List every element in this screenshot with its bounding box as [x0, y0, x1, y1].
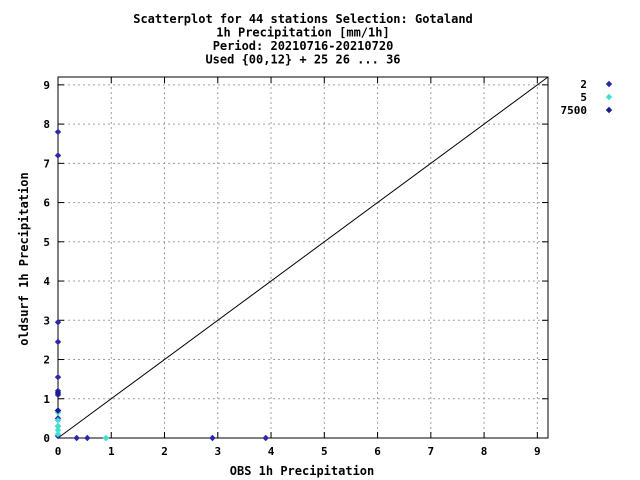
- data-point-series-2: [73, 434, 80, 442]
- x-tick-label: 0: [55, 445, 62, 458]
- y-tick-label: 6: [43, 197, 50, 210]
- y-tick-label: 3: [43, 314, 50, 327]
- x-tick-label: 7: [428, 445, 435, 458]
- data-point-series-5: [54, 430, 62, 438]
- data-point-series-5: [54, 426, 62, 434]
- reference-line: [57, 76, 549, 439]
- data-point-series-2: [209, 434, 216, 442]
- data-point-series-2: [54, 128, 62, 136]
- x-tick-labels: 0 1 2 3 4 5 6 7 8 9: [55, 445, 541, 458]
- x-tick-label: 1: [108, 445, 115, 458]
- data-point-series-2: [262, 434, 269, 442]
- legend-label: 7500: [561, 104, 588, 117]
- x-tick-label: 5: [321, 445, 328, 458]
- legend-label: 5: [580, 91, 587, 104]
- data-point-series-5: [54, 417, 62, 424]
- legend-marker: [605, 80, 613, 88]
- data-point-series-2: [84, 434, 91, 442]
- y-tick-label: 2: [43, 354, 50, 367]
- data-point-series-2: [54, 373, 62, 381]
- title-line-3: Period: 20210716-20210720: [213, 39, 394, 53]
- y-tick-label: 8: [43, 118, 50, 131]
- x-tick-label: 9: [534, 445, 541, 458]
- y-axis-label: oldsurf 1h Precipitation: [17, 172, 31, 345]
- plot-frame: [57, 76, 549, 439]
- data-points: [54, 128, 269, 442]
- legend-marker: [605, 106, 613, 114]
- x-tick-label: 4: [268, 445, 275, 458]
- y-tick-label: 7: [43, 157, 50, 170]
- data-point-series-2: [54, 319, 62, 326]
- data-point-series-7500: [54, 389, 62, 397]
- x-tick-label: 3: [214, 445, 221, 458]
- diagonal-line: [57, 76, 549, 439]
- data-point-series-2: [54, 152, 62, 159]
- y-tick-label: 9: [43, 79, 50, 92]
- axes: [57, 76, 549, 439]
- title-line-4: Used {00,12} + 25 26 ... 36: [205, 53, 400, 67]
- data-point-series-5: [102, 434, 110, 442]
- data-point-series-2: [54, 338, 62, 346]
- y-tick-label: 1: [43, 393, 50, 406]
- x-tick-label: 8: [481, 445, 488, 458]
- grid: [58, 77, 548, 438]
- data-point-series-5: [54, 423, 62, 430]
- x-tick-label: 6: [374, 445, 381, 458]
- data-point-series-7500: [54, 407, 62, 414]
- y-tick-label: 5: [43, 236, 50, 249]
- x-tick-label: 2: [161, 445, 168, 458]
- title-line-1: Scatterplot for 44 stations Selection: G…: [133, 12, 473, 26]
- y-tick-labels: 0 1 2 3 4 5 6 7 8 9: [43, 79, 50, 445]
- y-tick-label: 4: [43, 275, 50, 288]
- legend-marker: [605, 93, 613, 101]
- x-axis-label: OBS 1h Precipitation: [230, 464, 375, 478]
- legend-label: 2: [580, 78, 587, 91]
- y-tick-label: 0: [43, 432, 50, 445]
- title-line-2: 1h Precipitation [mm/1h]: [216, 26, 389, 40]
- chart-title: Scatterplot for 44 stations Selection: G…: [133, 12, 473, 67]
